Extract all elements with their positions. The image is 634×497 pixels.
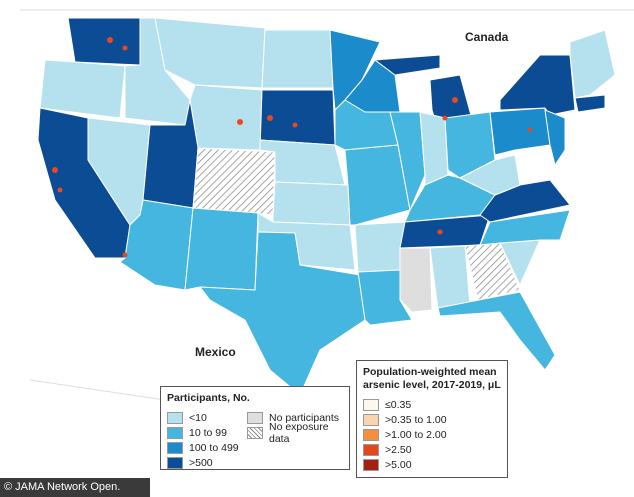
state: [154, 17, 266, 89]
country-label: Canada: [465, 30, 509, 44]
state: [489, 107, 551, 156]
legend-item: >2.50: [363, 442, 501, 457]
legend-item: >0.35 to 1.00: [363, 412, 501, 427]
legend-label: >5.00: [385, 458, 412, 471]
legend-item: 100 to 499: [167, 440, 247, 455]
spot: [528, 128, 532, 132]
state: [399, 247, 433, 313]
state: [429, 245, 471, 311]
legend-label: >500: [189, 456, 213, 469]
legend-label: No exposure data: [269, 420, 329, 445]
legend-swatch: [167, 456, 183, 469]
states: [37, 17, 616, 396]
country-label: Mexico: [195, 345, 236, 359]
spot: [122, 252, 128, 258]
legend-label: ≤0.35: [385, 398, 412, 411]
state: [354, 221, 406, 273]
state: [192, 147, 276, 216]
legend-swatch: [247, 411, 263, 424]
state: [437, 291, 556, 371]
spot: [57, 187, 63, 193]
state: [184, 207, 259, 291]
legend-item: >5.00: [363, 457, 501, 472]
spot: [437, 229, 443, 235]
legend-items: ≤0.35 >0.35 to 1.00 >1.00 to 2.00 >2.50 >5.0…: [363, 397, 501, 472]
legend-item: >500: [167, 455, 247, 470]
legend-item: No participants: [247, 410, 347, 425]
state: [499, 54, 576, 116]
legend-item: ≤0.35: [363, 397, 501, 412]
legend-swatch: [363, 413, 379, 426]
state: [389, 111, 426, 211]
legend-item: <10: [167, 410, 247, 425]
legend-label: 100 to 499: [189, 441, 239, 454]
state: [479, 209, 571, 246]
source: © JAMA Network Open.: [0, 478, 150, 497]
legend-label: >0.35 to 1.00: [385, 413, 447, 426]
legend-label: >1.00 to 2.00: [385, 428, 447, 441]
spot: [237, 119, 243, 125]
legend-item: 10 to 99: [167, 425, 247, 440]
state: [261, 29, 334, 89]
legend-label: No participants: [269, 411, 340, 424]
state: [39, 59, 126, 119]
legend-item: No exposure data: [247, 421, 347, 445]
legend-label: <10: [189, 411, 207, 424]
legend-items: <10 10 to 99 100 to 499 >500 No participants…: [167, 410, 343, 470]
legend-item: >1.00 to 2.00: [363, 427, 501, 442]
participants-legend: Participants, No. <10 10 to 99 100 to 499 >…: [160, 386, 350, 470]
legend-swatch: [363, 398, 379, 411]
state: [67, 17, 141, 66]
state: [189, 84, 263, 151]
state: [574, 94, 606, 113]
arsenic-legend: Population-weighted mean arsenic level, …: [356, 360, 508, 478]
spot: [442, 115, 448, 121]
spot: [292, 122, 298, 128]
state: [569, 29, 616, 99]
legend-swatch: [363, 458, 379, 471]
legend-swatch: [363, 428, 379, 441]
spot: [122, 45, 128, 51]
legend-label: 10 to 99: [189, 426, 227, 439]
legend-title: Participants, No.: [167, 392, 250, 404]
state: [272, 181, 351, 226]
spot: [452, 97, 458, 103]
spot: [107, 37, 113, 43]
arsenic-spots: [52, 37, 532, 258]
legend-swatch: [167, 426, 183, 439]
state: [374, 54, 441, 76]
legend-swatch: [167, 411, 183, 424]
legend-label: >2.50: [385, 443, 412, 456]
spot: [267, 115, 273, 121]
state: [544, 109, 566, 166]
legend-swatch: [247, 426, 263, 439]
legend-swatch: [363, 443, 379, 456]
state: [459, 154, 521, 196]
spot: [52, 167, 58, 173]
legend-swatch: [167, 441, 183, 454]
legend-title: Population-weighted mean arsenic level, …: [363, 366, 501, 391]
